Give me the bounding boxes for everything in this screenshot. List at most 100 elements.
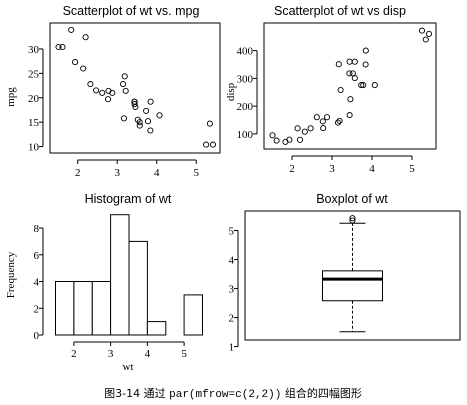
data-point (362, 47, 369, 54)
caption-figure-number: 图3-14 (104, 387, 140, 400)
data-point (346, 70, 353, 77)
y-axis-label: Frequency (5, 251, 17, 298)
x-tick-label: 2 (75, 167, 81, 179)
figure-caption: 图3-14 通过 par(mfrow=c(2,2)) 组合的四幅图形 (104, 386, 362, 401)
histogram-bar (55, 281, 75, 336)
y-tick-label: 6 (34, 250, 40, 262)
data-point (120, 81, 127, 88)
data-point (296, 136, 304, 143)
x-tick-label: 5 (193, 167, 199, 179)
outlier-point (349, 215, 356, 222)
data-point (346, 58, 353, 65)
data-point (351, 58, 358, 65)
data-point (337, 86, 344, 94)
data-point (347, 96, 354, 103)
data-point (121, 73, 128, 80)
data-point (109, 89, 116, 96)
data-point (358, 82, 365, 89)
x-tick-label: 5 (181, 348, 187, 360)
y-axis-label: disp (225, 82, 237, 101)
x-axis-label: wt (123, 361, 134, 373)
x-tick-label: 5 (409, 163, 415, 175)
x-tick-label: 2 (289, 163, 295, 175)
y-tick-label: 2 (34, 303, 40, 315)
data-point (371, 82, 378, 89)
data-point (319, 118, 326, 125)
y-tick-label: 1 (229, 342, 235, 354)
data-point (105, 96, 112, 103)
histogram-bar (110, 214, 130, 336)
data-point (273, 137, 280, 144)
x-tick-label: 3 (114, 167, 120, 179)
y-tick-label: 300 (237, 73, 254, 85)
data-point (301, 128, 308, 135)
data-point (131, 101, 138, 108)
data-point (307, 125, 314, 132)
y-tick-label: 5 (229, 226, 235, 238)
data-point (99, 89, 106, 96)
data-point (59, 43, 66, 51)
panel-title: Scatterplot of wt vs disp (274, 4, 406, 18)
data-point (147, 127, 154, 134)
data-point (320, 125, 327, 132)
panel-title: Boxplot of wt (316, 192, 388, 206)
data-point (156, 112, 163, 119)
data-point (72, 59, 79, 66)
data-point (206, 120, 213, 127)
histogram-bar (73, 281, 93, 336)
data-point (82, 34, 89, 41)
y-tick-label: 400 (237, 46, 254, 58)
panel-histogram: Histogram of wt 2 3 4 5 0 2 4 6 8 Frequency wt (5, 192, 204, 373)
data-point (93, 87, 100, 94)
plot-frame (244, 210, 461, 341)
x-tick-label: 2 (71, 348, 77, 360)
y-tick-label: 2 (229, 313, 235, 325)
data-point (360, 82, 367, 89)
panel-title: Histogram of wt (85, 192, 172, 206)
outlier-point (349, 217, 356, 224)
data-point (336, 117, 343, 124)
histogram-bar (183, 294, 204, 336)
data-point (334, 119, 342, 126)
data-point (143, 107, 150, 114)
histogram-bar (146, 321, 167, 336)
plot-frame (263, 22, 437, 150)
panel-scatter-mpg: Scatterplot of wt vs. mpg 2 3 4 5 10 15 20 25 30… (5, 4, 221, 179)
data-point (269, 132, 276, 139)
y-tick-label: 100 (237, 129, 254, 141)
data-point (144, 118, 152, 125)
data-point (335, 61, 342, 68)
data-point (136, 122, 143, 129)
caption-prefix: 通过 (144, 387, 166, 400)
panel-boxplot: Boxplot of wt 1 2 3 4 5 (229, 192, 461, 354)
x-tick-label: 4 (145, 348, 151, 360)
caption-suffix: 组合的四幅图形 (285, 386, 362, 400)
y-tick-label: 0 (34, 330, 40, 342)
data-point (294, 125, 301, 132)
data-point (87, 81, 94, 88)
y-tick-label: 200 (237, 101, 254, 113)
data-point (68, 26, 75, 33)
data-point (120, 115, 127, 122)
data-point (422, 36, 429, 43)
svg-text:图3-14 通过 pa: 图3-14 通过 par(mfrow=c(2,2)) 组合的四幅图形 (104, 386, 362, 401)
data-point (418, 27, 426, 34)
data-point (425, 30, 433, 37)
plot-frame (49, 22, 221, 154)
data-point (346, 112, 353, 119)
data-point (351, 75, 358, 82)
data-point (132, 103, 139, 111)
y-tick-label: 4 (229, 255, 235, 267)
panel-scatter-disp: Scatterplot of wt vs disp 2 3 4 5 100 200 300 4… (225, 4, 437, 175)
y-tick-label: 20 (28, 93, 40, 105)
y-tick-label: 3 (229, 284, 235, 296)
data-point (323, 114, 331, 121)
y-tick-label: 8 (34, 223, 40, 235)
data-point (147, 98, 154, 105)
y-tick-label: 10 (28, 142, 40, 154)
caption-code: par(mfrow=c(2,2)) (169, 389, 281, 401)
x-tick-label: 3 (108, 348, 114, 360)
data-point (362, 61, 369, 68)
box-iqr (322, 270, 383, 302)
